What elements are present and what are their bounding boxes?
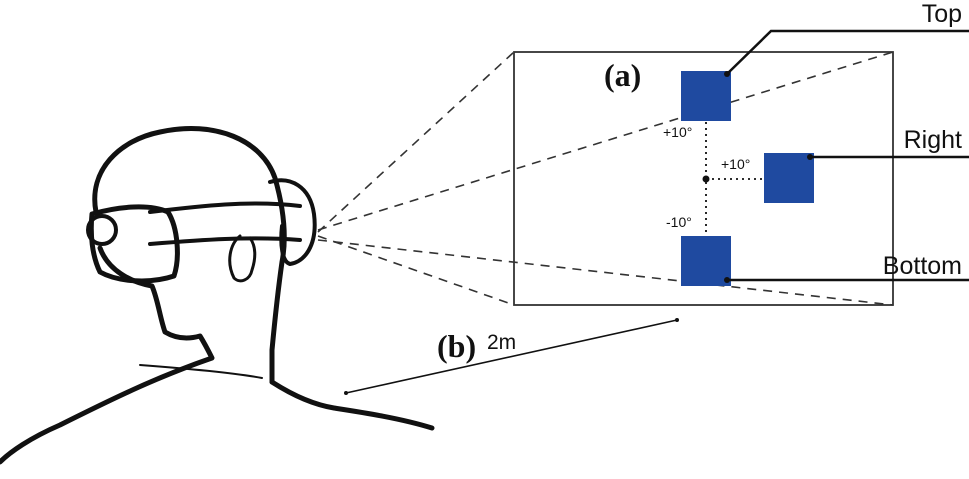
bottom-target [681, 236, 731, 286]
top-target [681, 71, 731, 121]
distance-label: 2m [487, 331, 516, 354]
display-screen [513, 51, 894, 306]
center-guides [705, 122, 764, 236]
label-right: Right [904, 126, 962, 154]
panel-a-label: (a) [604, 57, 641, 93]
bottom-leader-dot [724, 277, 730, 283]
top-leader-dot [724, 71, 730, 77]
angle-top: +10° [663, 124, 692, 140]
angle-right: +10° [721, 156, 750, 172]
distance-line [345, 319, 678, 394]
center-point [702, 175, 710, 183]
frustum-lines [317, 51, 894, 306]
label-bottom: Bottom [883, 252, 962, 280]
right-leader-dot [807, 154, 813, 160]
panel-b-label: (b) [437, 328, 476, 364]
distance-line-end [675, 318, 679, 322]
angle-bottom: -10° [666, 214, 692, 230]
person-with-vr-headset-icon [0, 126, 435, 465]
right-target [764, 153, 814, 203]
distance-line-start [344, 391, 348, 395]
label-top: Top [922, 0, 962, 28]
leader-lines [726, 29, 969, 282]
